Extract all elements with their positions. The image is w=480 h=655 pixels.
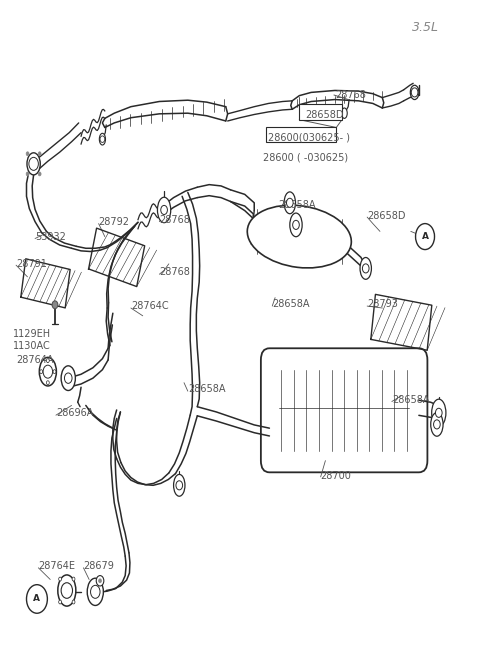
Ellipse shape — [284, 192, 296, 214]
Circle shape — [47, 381, 49, 384]
Circle shape — [53, 369, 56, 373]
Circle shape — [72, 577, 75, 581]
Circle shape — [91, 586, 100, 598]
Circle shape — [176, 481, 182, 490]
Ellipse shape — [431, 413, 443, 436]
FancyBboxPatch shape — [261, 348, 427, 472]
Circle shape — [98, 579, 101, 583]
Text: 28768: 28768 — [159, 267, 190, 277]
Circle shape — [47, 359, 49, 363]
Ellipse shape — [61, 365, 75, 390]
Text: 28658A: 28658A — [272, 299, 310, 309]
Text: 28764E: 28764E — [38, 561, 75, 572]
Text: 28679: 28679 — [84, 561, 114, 572]
Text: 28658A: 28658A — [278, 200, 315, 210]
Circle shape — [38, 152, 41, 156]
Text: 28768: 28768 — [159, 215, 190, 225]
Circle shape — [59, 600, 61, 604]
Text: A: A — [34, 595, 40, 603]
Circle shape — [433, 420, 440, 429]
Text: 28700: 28700 — [321, 470, 351, 481]
Text: 1129EH: 1129EH — [13, 329, 51, 339]
Text: 53932: 53932 — [35, 232, 66, 242]
Ellipse shape — [247, 205, 351, 268]
Ellipse shape — [360, 257, 372, 279]
Text: 28792: 28792 — [98, 217, 130, 227]
Circle shape — [287, 198, 293, 208]
Text: 1130AC: 1130AC — [13, 341, 51, 350]
Ellipse shape — [99, 134, 106, 145]
Circle shape — [411, 88, 418, 97]
Ellipse shape — [87, 578, 103, 605]
Text: 28600 ( -030625): 28600 ( -030625) — [263, 153, 348, 162]
Ellipse shape — [174, 474, 185, 496]
Circle shape — [96, 576, 104, 586]
Text: 3.5L: 3.5L — [412, 21, 439, 34]
Ellipse shape — [27, 153, 40, 175]
Text: 28658A: 28658A — [392, 395, 429, 405]
Circle shape — [64, 373, 72, 383]
Circle shape — [362, 264, 369, 273]
Circle shape — [161, 206, 168, 214]
Circle shape — [61, 583, 72, 598]
Ellipse shape — [342, 108, 347, 119]
Text: 28658D: 28658D — [367, 211, 406, 221]
Text: 28600(030625- ): 28600(030625- ) — [268, 132, 350, 142]
Text: 28658A: 28658A — [188, 384, 225, 394]
Circle shape — [26, 152, 29, 156]
Circle shape — [72, 600, 75, 604]
Bar — [300, 104, 342, 120]
Text: 28793: 28793 — [367, 299, 398, 309]
Circle shape — [38, 172, 41, 176]
Text: A: A — [421, 232, 429, 241]
Circle shape — [43, 365, 53, 378]
Ellipse shape — [58, 575, 76, 606]
Circle shape — [435, 408, 442, 417]
Circle shape — [26, 585, 48, 613]
Circle shape — [416, 223, 434, 250]
Text: 28696A: 28696A — [56, 408, 93, 419]
Ellipse shape — [157, 197, 171, 223]
Circle shape — [293, 220, 300, 229]
Text: 28658D: 28658D — [305, 110, 344, 120]
Ellipse shape — [39, 358, 56, 386]
Text: 28764C: 28764C — [131, 301, 168, 311]
Circle shape — [100, 136, 105, 142]
Circle shape — [59, 577, 61, 581]
Circle shape — [52, 301, 58, 309]
Bar — [266, 128, 336, 141]
Text: 28768: 28768 — [335, 90, 366, 100]
Ellipse shape — [410, 85, 419, 100]
Text: 28791: 28791 — [16, 259, 47, 269]
Circle shape — [29, 157, 38, 170]
Text: 28764A: 28764A — [16, 355, 54, 365]
Ellipse shape — [432, 399, 446, 426]
Circle shape — [26, 172, 29, 176]
Ellipse shape — [290, 213, 302, 236]
Circle shape — [40, 369, 43, 373]
